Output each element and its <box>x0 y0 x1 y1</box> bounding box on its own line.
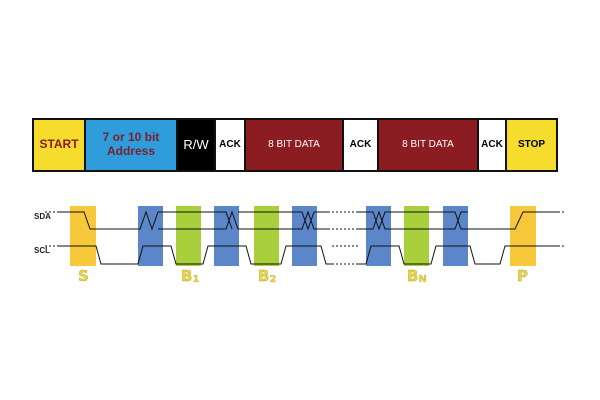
frame-rw-field: R/W <box>178 120 216 170</box>
phase-start-label: S <box>78 267 89 285</box>
phase-stop-label: P <box>517 267 528 285</box>
phase-byten-label: BN <box>407 267 427 285</box>
byte-window <box>176 206 201 266</box>
stop-window <box>510 206 536 266</box>
phase-byte1-label: B1 <box>181 267 199 285</box>
frame-ack-field-2: ACK <box>344 120 379 170</box>
sda-waveform <box>45 210 566 231</box>
frame-data-label-2: 8 BIT DATA <box>402 139 454 151</box>
frame-ack-field-1: ACK <box>216 120 246 170</box>
clock-window <box>443 206 468 266</box>
frame-start-field: START <box>34 120 86 170</box>
byte-window <box>254 206 279 266</box>
frame-ack-label-2: ACK <box>349 139 372 151</box>
frame-stop-label: STOP <box>517 139 546 151</box>
i2c-frame-bar: START 7 or 10 bit Address R/W ACK 8 BIT … <box>32 118 558 172</box>
timing-windows <box>70 206 536 266</box>
frame-start-label: START <box>39 137 79 152</box>
start-window <box>70 206 96 266</box>
scl-waveform <box>45 245 566 265</box>
sda-label: SDA <box>34 212 51 221</box>
frame-data-field-2: 8 BIT DATA <box>379 120 479 170</box>
frame-address-label-line1: 7 or 10 bit <box>102 130 160 145</box>
scl-label: SCL <box>34 246 50 255</box>
frame-ack-label-1: ACK <box>219 139 241 151</box>
frame-rw-label: R/W <box>183 136 209 152</box>
frame-stop-field: STOP <box>507 120 556 170</box>
frame-ack-field-3: ACK <box>479 120 507 170</box>
frame-address-label-line2: Address <box>106 144 156 158</box>
frame-data-field-1: 8 BIT DATA <box>246 120 344 170</box>
byte-window <box>404 206 429 266</box>
clock-window <box>214 206 239 266</box>
phase-byte2-label: B2 <box>258 267 276 285</box>
clock-window <box>138 206 163 266</box>
clock-window <box>366 206 391 266</box>
frame-ack-label-3: ACK <box>481 139 503 151</box>
frame-data-label-1: 8 BIT DATA <box>268 139 320 151</box>
frame-address-field: 7 or 10 bit Address <box>86 120 178 170</box>
